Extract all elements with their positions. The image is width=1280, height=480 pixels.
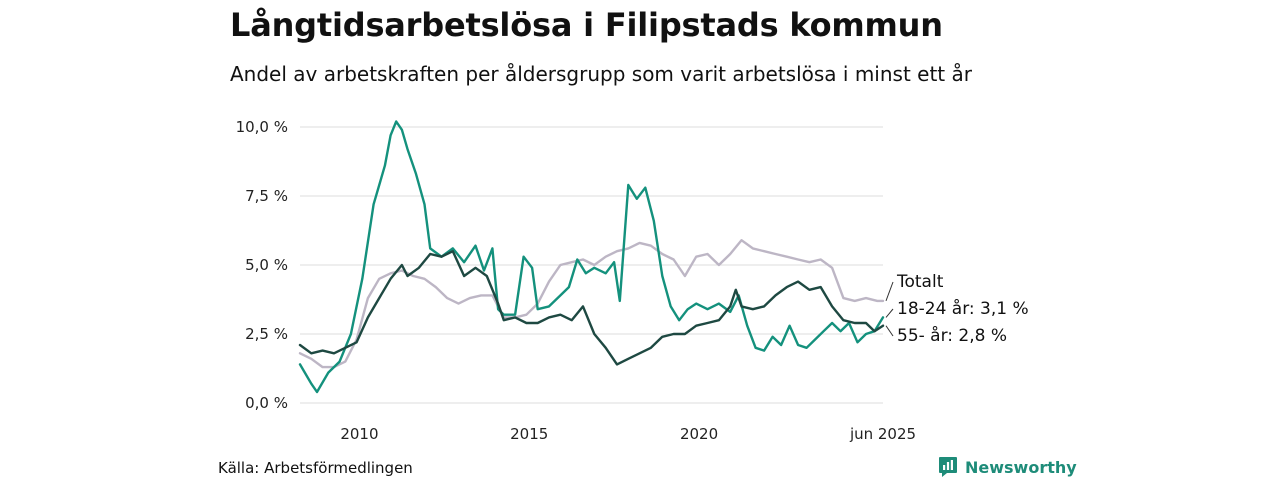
y-tick-label: 5,0 % bbox=[245, 256, 288, 274]
brand-name: Newsworthy bbox=[965, 457, 1077, 477]
chart-subtitle: Andel av arbetskraften per åldersgrupp s… bbox=[230, 62, 972, 86]
series-labels: Totalt 18-24 år: 3,1 % 55- år: 2,8 % bbox=[885, 272, 1029, 346]
series-label-55-plus: 55- år: 2,8 % bbox=[897, 325, 1007, 346]
x-tick-label: 2020 bbox=[680, 425, 718, 443]
brand-logo[interactable]: Newsworthy bbox=[938, 455, 1077, 479]
line-chart: 0,0 % 2,5 % 5,0 % 7,5 % 10,0 % 2010 2015 2020 j… bbox=[236, 118, 1029, 443]
series-label-totalt: Totalt bbox=[896, 272, 944, 292]
chart-title: Långtidsarbetslösa i Filipstads kommun bbox=[230, 6, 943, 44]
series-line-55-plus bbox=[298, 250, 885, 366]
y-tick-label: 7,5 % bbox=[245, 187, 288, 205]
x-tick-label: jun 2025 bbox=[849, 425, 916, 443]
series-lines bbox=[298, 120, 885, 394]
y-tick-label: 10,0 % bbox=[236, 118, 288, 136]
y-axis-ticks: 0,0 % 2,5 % 5,0 % 7,5 % 10,0 % bbox=[236, 118, 288, 412]
y-tick-label: 2,5 % bbox=[245, 325, 288, 343]
source-note: Källa: Arbetsförmedlingen bbox=[218, 459, 413, 477]
label-leader-line bbox=[885, 308, 894, 318]
series-line-18-24 bbox=[298, 120, 885, 394]
x-tick-label: 2010 bbox=[340, 425, 378, 443]
series-line-totalt bbox=[298, 239, 885, 369]
label-leader-line bbox=[885, 281, 894, 302]
label-leader-line bbox=[885, 325, 894, 337]
x-tick-label: 2015 bbox=[510, 425, 548, 443]
series-label-18-24: 18-24 år: 3,1 % bbox=[897, 298, 1029, 319]
y-tick-label: 0,0 % bbox=[245, 394, 288, 412]
x-axis-ticks: 2010 2015 2020 jun 2025 bbox=[340, 425, 916, 443]
newsworthy-logo-icon bbox=[939, 457, 957, 477]
gridlines bbox=[300, 126, 883, 404]
